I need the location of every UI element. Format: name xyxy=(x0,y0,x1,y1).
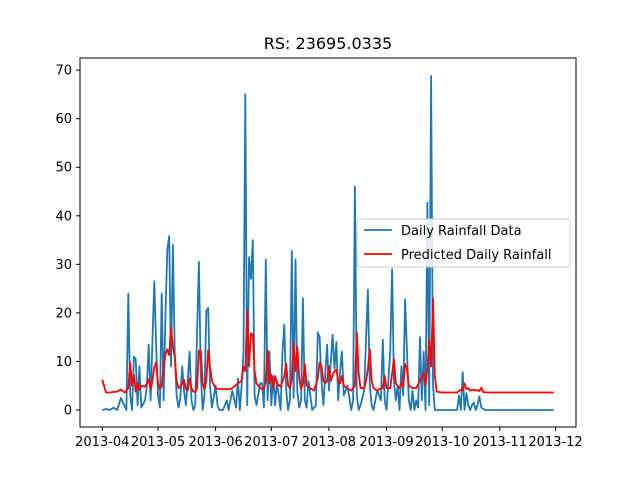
y-tick-label: 60 xyxy=(55,112,72,127)
series-layer xyxy=(101,75,554,411)
x-tick-label: 2013-05 xyxy=(131,435,185,450)
legend: Daily Rainfall Data Predicted Daily Rain… xyxy=(356,218,571,268)
plot-frame xyxy=(79,57,577,428)
y-tick-label: 50 xyxy=(55,161,72,176)
x-tick-label: 2013-04 xyxy=(75,435,129,450)
x-tick-label: 2013-07 xyxy=(244,435,298,450)
y-tick-label: 20 xyxy=(55,306,72,321)
x-tick-label: 2013-09 xyxy=(359,435,413,450)
y-tick-label: 30 xyxy=(55,258,72,273)
chart-title: RS: 23695.0335 xyxy=(264,34,392,53)
legend-box xyxy=(356,218,571,268)
x-tick-label: 2013-08 xyxy=(302,435,356,450)
y-tick-label: 10 xyxy=(55,355,72,370)
x-tick-label: 2013-12 xyxy=(528,435,582,450)
y-tick-label: 0 xyxy=(64,404,72,419)
y-axis: 0 10 20 30 40 50 60 70 xyxy=(55,64,80,419)
legend-label-predicted-rainfall: Predicted Daily Rainfall xyxy=(401,248,552,263)
x-tick-label: 2013-11 xyxy=(473,435,527,450)
series-line-rainfall-data xyxy=(102,75,554,411)
y-tick-label: 70 xyxy=(55,64,72,79)
x-tick-label: 2013-06 xyxy=(188,435,242,450)
x-axis: 2013-04 2013-05 2013-06 2013-07 2013-08 2013-… xyxy=(75,427,583,450)
y-tick-label: 40 xyxy=(55,209,72,224)
series-line-predicted-rainfall xyxy=(101,297,554,394)
legend-label-rainfall-data: Daily Rainfall Data xyxy=(401,224,522,239)
x-tick-label: 2013-10 xyxy=(415,435,469,450)
